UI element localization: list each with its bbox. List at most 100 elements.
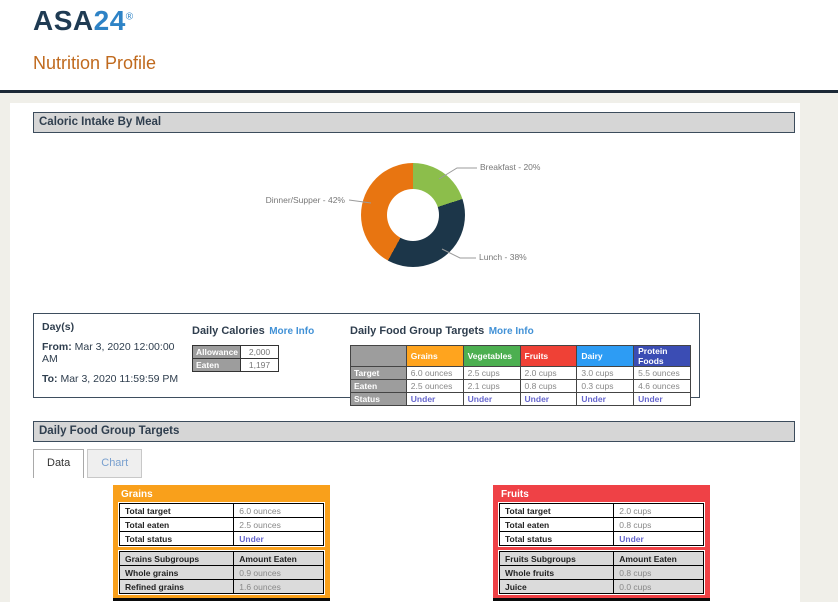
eaten-grains: 2.5 ounces xyxy=(405,379,464,393)
eaten-label: Eaten xyxy=(192,358,241,372)
to-label: To: xyxy=(42,373,58,385)
table-row: Total target 2.0 cups xyxy=(499,503,704,518)
fruits-card-title: Fruits xyxy=(501,489,529,500)
col-header-protein-foods: Protein Foods xyxy=(633,345,691,367)
grains-subgroups-header: Grains Subgroups xyxy=(119,551,235,566)
table-header-row: Grains Vegetables Fruits Dairy Protein F… xyxy=(350,345,691,367)
caloric-intake-donut-region: Breakfast - 20% Lunch - 38% Dinner/Suppe… xyxy=(33,135,795,310)
status-vegetables-link[interactable]: Under xyxy=(467,394,493,404)
table-row: Whole fruits 0.8 cups xyxy=(499,565,704,580)
amount-eaten-header: Amount Eaten xyxy=(613,551,704,566)
grains-total-status-label: Total status xyxy=(119,531,235,546)
grains-total-target-label: Total target xyxy=(119,503,235,518)
fruits-status-link[interactable]: Under xyxy=(619,533,644,544)
row-label-target: Target xyxy=(350,366,407,380)
donut-chart xyxy=(361,163,465,267)
food-group-tabs: Data Chart xyxy=(33,449,143,478)
summary-info-panel: Day(s) From: Mar 3, 2020 12:00:00 AM To:… xyxy=(33,313,700,406)
status-row: Status Under Under Under Under Under xyxy=(350,392,691,406)
target-vegetables: 2.5 cups xyxy=(462,366,521,380)
food-group-targets-title: Daily Food Group Targets xyxy=(350,325,485,337)
grains-total-target-value: 6.0 ounces xyxy=(233,503,324,518)
corner-cell xyxy=(350,345,407,367)
daily-calories-table: Allowance 2,000 Eaten 1,197 xyxy=(192,345,279,372)
col-header-vegetables: Vegetables xyxy=(462,345,521,367)
section-header-caloric-intake: Caloric Intake By Meal xyxy=(33,112,795,133)
fruits-total-eaten-label: Total eaten xyxy=(499,517,615,532)
asa24-logo: ASA24® xyxy=(33,5,134,37)
tab-chart[interactable]: Chart xyxy=(87,449,143,478)
allowance-label: Allowance xyxy=(192,345,241,359)
target-grains: 6.0 ounces xyxy=(405,366,464,380)
col-header-dairy: Dairy xyxy=(576,345,635,367)
grains-total-eaten-label: Total eaten xyxy=(119,517,235,532)
refined-grains-value: 1.6 ounces xyxy=(233,579,324,594)
row-label-status: Status xyxy=(350,392,407,406)
from-label: From: xyxy=(42,341,72,353)
grains-total-eaten-value: 2.5 ounces xyxy=(233,517,324,532)
grains-status-link[interactable]: Under xyxy=(239,533,264,544)
days-block: Day(s) From: Mar 3, 2020 12:00:00 AM To:… xyxy=(42,321,192,390)
grains-card: Grains Total target 6.0 ounces Total eat… xyxy=(113,485,330,601)
fruits-totals-table: Total target 2.0 cups Total eaten 0.8 cu… xyxy=(498,502,705,547)
to-value: Mar 3, 2020 11:59:59 PM xyxy=(60,373,179,385)
food-group-targets-more-info-link[interactable]: More Info xyxy=(488,326,534,337)
logo-asa: ASA xyxy=(33,5,94,36)
target-dairy: 3.0 cups xyxy=(576,366,635,380)
daily-calories-title: Daily Calories xyxy=(192,325,265,337)
eaten-vegetables: 2.1 cups xyxy=(462,379,521,393)
col-header-fruits: Fruits xyxy=(519,345,578,367)
fruits-total-eaten-value: 0.8 cups xyxy=(613,517,704,532)
allowance-value: 2,000 xyxy=(240,345,279,359)
next-table-top-edge xyxy=(493,598,710,601)
daily-calories-block: Daily Calories More Info Allowance 2,000… xyxy=(192,321,350,390)
donut-hole xyxy=(387,189,439,241)
target-fruits: 2.0 cups xyxy=(519,366,578,380)
donut-label-lunch: Lunch - 38% xyxy=(479,252,527,262)
grains-totals-table: Total target 6.0 ounces Total eaten 2.5 … xyxy=(118,502,325,547)
eaten-protein: 4.6 ounces xyxy=(633,379,691,393)
table-row: Refined grains 1.6 ounces xyxy=(119,579,324,594)
table-row: Total eaten 2.5 ounces xyxy=(119,517,324,532)
juice-value: 0.0 cups xyxy=(613,579,704,594)
status-dairy-link[interactable]: Under xyxy=(581,394,606,404)
eaten-value: 1,197 xyxy=(240,358,279,372)
fruits-subgroups-table: Fruits Subgroups Amount Eaten Whole frui… xyxy=(498,550,705,595)
donut-label-dinner: Dinner/Supper - 42% xyxy=(265,195,345,205)
daily-food-group-targets-block: Daily Food Group Targets More Info Grain… xyxy=(350,321,691,406)
col-header-grains: Grains xyxy=(405,345,464,367)
table-row: Total eaten 0.8 cups xyxy=(499,517,704,532)
fruits-total-status-label: Total status xyxy=(499,531,615,546)
content-panel: Caloric Intake By Meal Breakfast - 20% L… xyxy=(10,103,800,602)
status-protein-link[interactable]: Under xyxy=(638,394,663,404)
donut-label-breakfast: Breakfast - 20% xyxy=(480,162,541,172)
target-row: Target 6.0 ounces 2.5 cups 2.0 cups 3.0 … xyxy=(350,366,691,380)
status-fruits-link[interactable]: Under xyxy=(524,394,550,404)
page-title: Nutrition Profile xyxy=(33,53,157,73)
amount-eaten-header: Amount Eaten xyxy=(233,551,324,566)
fruits-subgroups-header: Fruits Subgroups xyxy=(499,551,615,566)
grains-subgroups-table: Grains Subgroups Amount Eaten Whole grai… xyxy=(118,550,325,595)
whole-fruits-label: Whole fruits xyxy=(499,565,615,580)
section-header-daily-food-group-targets: Daily Food Group Targets xyxy=(33,421,795,442)
app-header: ASA24® Nutrition Profile xyxy=(0,0,838,93)
logo-24: 24 xyxy=(93,5,126,36)
table-row: Total status Under xyxy=(499,531,704,546)
eaten-fruits: 0.8 cups xyxy=(519,379,578,393)
whole-grains-label: Whole grains xyxy=(119,565,235,580)
tab-data[interactable]: Data xyxy=(33,449,85,478)
next-table-top-edge xyxy=(113,598,330,601)
eaten-row: Eaten 2.5 ounces 2.1 cups 0.8 cups 0.3 c… xyxy=(350,379,691,393)
fruits-card: Fruits Total target 2.0 cups Total eaten… xyxy=(493,485,710,601)
status-grains-link[interactable]: Under xyxy=(410,394,436,404)
table-row: Total status Under xyxy=(119,531,324,546)
daily-calories-more-info-link[interactable]: More Info xyxy=(269,326,315,337)
days-from: From: Mar 3, 2020 12:00:00 AM xyxy=(42,341,192,365)
registered-mark-icon: ® xyxy=(125,11,134,23)
eaten-dairy: 0.3 cups xyxy=(576,379,635,393)
food-group-targets-table: Grains Vegetables Fruits Dairy Protein F… xyxy=(350,345,691,406)
days-title: Day(s) xyxy=(42,321,75,333)
row-label-eaten: Eaten xyxy=(350,379,407,393)
from-value: Mar 3, 2020 12:00:00 AM xyxy=(42,341,175,365)
days-to: To: Mar 3, 2020 11:59:59 PM xyxy=(42,373,192,385)
